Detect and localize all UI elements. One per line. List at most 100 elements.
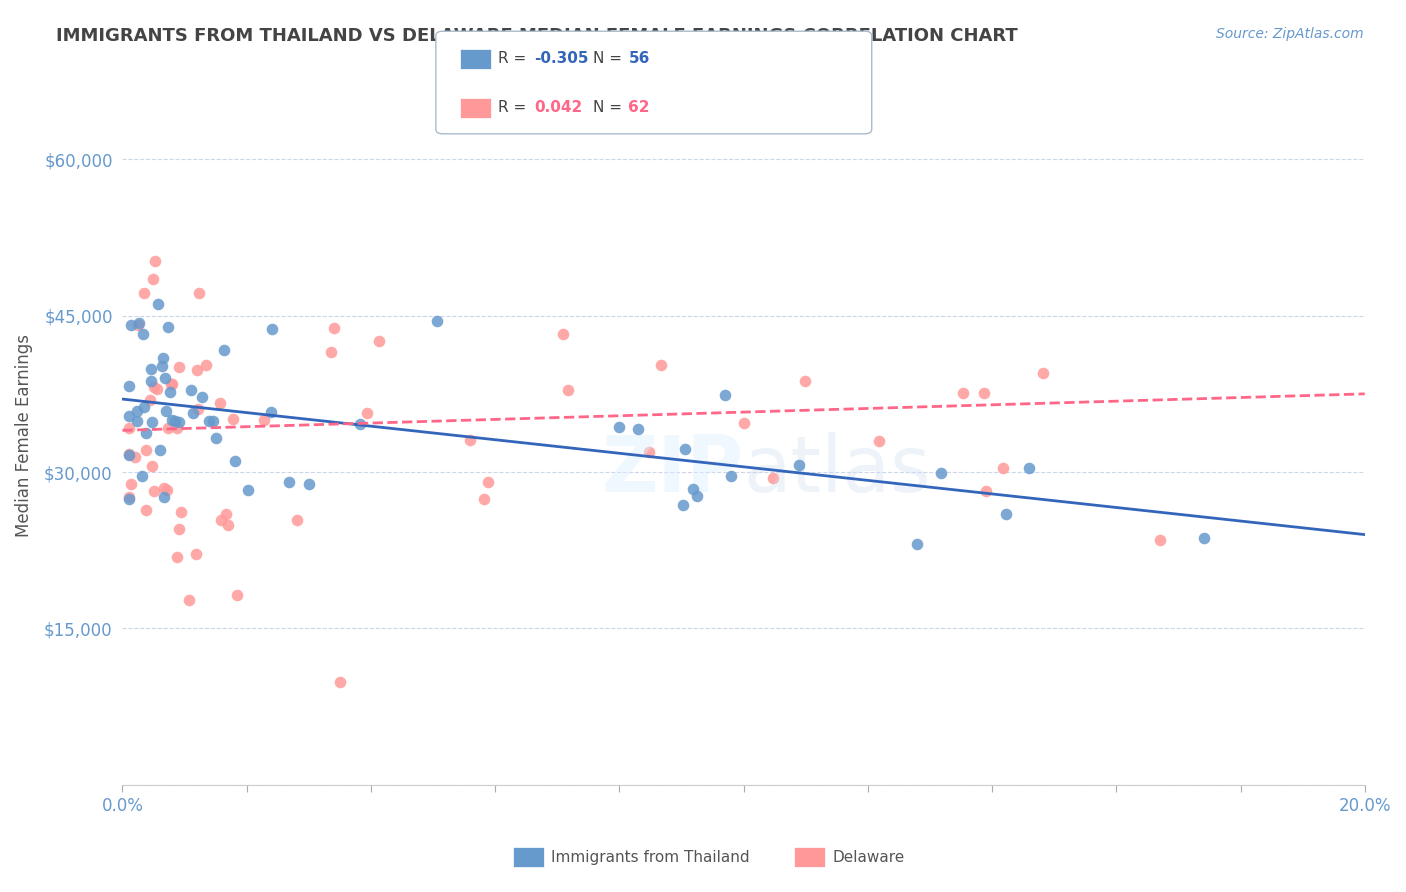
Point [197,414,219,428]
Point [169,360,191,375]
Point [132,285,155,300]
Point [277,475,299,490]
Point [166,421,188,435]
Point [1192,531,1215,545]
Point [118,490,141,504]
Point [762,471,785,485]
Text: N =: N = [593,101,627,115]
Point [169,415,191,429]
Point [118,379,141,393]
Point [187,401,209,416]
Point [253,413,276,427]
Point [118,409,141,423]
Point [202,414,225,428]
Point [155,404,177,418]
Point [349,417,371,431]
Point [212,343,235,357]
Point [1032,366,1054,380]
Point [169,522,191,536]
Point [627,422,650,436]
Point [184,548,207,562]
Point [650,358,672,372]
Text: R =: R = [498,52,531,66]
Point [118,447,141,461]
Point [868,434,890,448]
Point [1018,461,1040,475]
Point [148,297,170,311]
Point [905,537,928,551]
Point [368,334,391,349]
Point [194,358,217,372]
Point [187,285,209,300]
Text: 62: 62 [628,101,650,115]
Point [135,442,157,457]
Point [787,458,810,472]
Point [720,469,742,483]
Point [128,316,150,330]
Point [139,393,162,408]
Point [191,390,214,404]
Point [145,382,167,396]
Point [285,513,308,527]
Point [157,319,180,334]
Point [319,344,342,359]
Point [142,272,165,286]
Point [458,433,481,447]
Point [557,383,579,397]
Y-axis label: Median Female Earnings: Median Female Earnings [15,334,32,537]
Point [162,376,184,391]
Point [131,469,153,483]
Point [155,371,177,385]
Point [477,475,499,489]
Text: ZIP: ZIP [602,433,744,508]
Point [329,675,352,690]
Point [135,425,157,440]
Point [141,361,163,376]
Point [177,592,200,607]
Point [221,412,243,426]
Point [132,400,155,414]
Point [472,491,495,506]
Point [118,448,141,462]
Point [170,505,193,519]
Point [991,461,1014,475]
Point [149,443,172,458]
Point [209,396,232,410]
Point [124,450,146,464]
Point [153,481,176,495]
Point [672,498,695,512]
Point [135,503,157,517]
Text: IMMIGRANTS FROM THAILAND VS DELAWARE MEDIAN FEMALE EARNINGS CORRELATION CHART: IMMIGRANTS FROM THAILAND VS DELAWARE MED… [56,27,1018,45]
Point [150,359,173,373]
Point [166,549,188,564]
Point [118,421,141,435]
Point [181,406,204,420]
Point [152,351,174,365]
Point [224,454,246,468]
Point [180,384,202,398]
Point [121,476,143,491]
Text: R =: R = [498,101,531,115]
Point [238,483,260,497]
Point [793,374,815,388]
Point [131,326,153,341]
Point [974,484,997,499]
Point [952,386,974,401]
Point [609,419,631,434]
Point [551,327,574,342]
Point [139,374,162,388]
Point [995,508,1018,522]
Point [356,406,378,420]
Point [120,318,142,333]
Point [186,362,208,376]
Point [153,490,176,504]
Point [733,416,755,430]
Point [160,413,183,427]
Text: -0.305: -0.305 [534,52,589,66]
Point [426,314,449,328]
Text: 56: 56 [628,52,650,66]
Point [205,431,228,445]
Point [125,404,148,418]
Point [973,386,995,401]
Point [714,388,737,402]
